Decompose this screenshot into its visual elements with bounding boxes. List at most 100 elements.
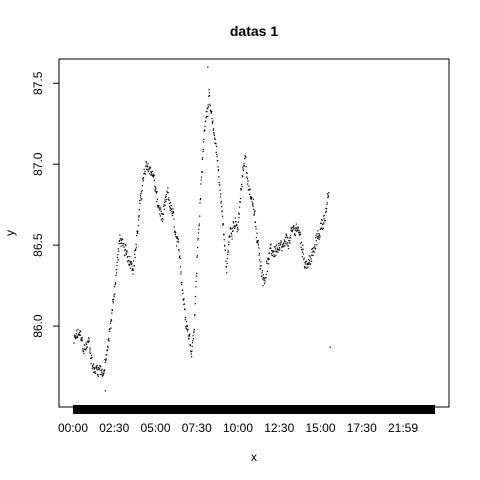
- data-point: [107, 339, 110, 341]
- data-point: [203, 129, 206, 131]
- data-point: [255, 228, 257, 230]
- data-point: [157, 204, 159, 207]
- data-point: [88, 338, 90, 340]
- data-point: [179, 256, 181, 258]
- data-point: [92, 366, 94, 369]
- data-point: [253, 213, 255, 215]
- data-point: [89, 352, 92, 354]
- data-point: [326, 202, 328, 204]
- data-point: [154, 185, 156, 187]
- data-point: [163, 204, 165, 206]
- data-point: [152, 176, 155, 178]
- data-point: [200, 179, 202, 181]
- data-point: [314, 247, 316, 249]
- data-point: [215, 142, 217, 144]
- data-point: [328, 192, 330, 194]
- data-point: [122, 245, 124, 247]
- data-point: [237, 229, 239, 231]
- data-point: [269, 247, 271, 250]
- data-point: [307, 263, 309, 265]
- data-point: [126, 250, 128, 252]
- data-point: [317, 230, 319, 232]
- data-point: [85, 348, 87, 350]
- data-point: [106, 354, 108, 356]
- data-point: [197, 237, 199, 239]
- data-point: [227, 253, 229, 256]
- data-point: [96, 366, 98, 369]
- data-point: [195, 275, 197, 277]
- data-point: [193, 332, 195, 334]
- data-point: [165, 193, 167, 196]
- data-point: [74, 335, 76, 337]
- data-point: [283, 239, 285, 241]
- data-point: [236, 227, 239, 229]
- data-point: [153, 179, 155, 181]
- data-point: [299, 234, 301, 236]
- data-point: [137, 225, 139, 227]
- data-point: [98, 369, 100, 371]
- data-point: [246, 172, 248, 174]
- data-point: [165, 195, 167, 198]
- data-point: [223, 239, 225, 241]
- data-point: [102, 372, 104, 375]
- data-point: [143, 168, 145, 170]
- data-point: [262, 278, 264, 280]
- data-point: [199, 202, 201, 204]
- data-point: [224, 249, 227, 252]
- data-point: [279, 242, 281, 244]
- data-point: [177, 241, 179, 243]
- data-point: [164, 199, 166, 201]
- data-point: [75, 333, 77, 335]
- data-point: [325, 210, 327, 212]
- data-point: [220, 200, 222, 203]
- data-point: [98, 368, 100, 370]
- data-point: [102, 374, 104, 376]
- data-point: [261, 275, 263, 277]
- data-point: [92, 366, 94, 368]
- data-point: [103, 370, 105, 372]
- data-point: [323, 222, 325, 224]
- data-point: [212, 128, 215, 130]
- data-point: [255, 236, 257, 239]
- data-point: [258, 254, 260, 256]
- data-point: [319, 235, 321, 237]
- data-point: [190, 351, 192, 353]
- data-point: [160, 219, 162, 221]
- data-point: [91, 368, 93, 370]
- data-point: [175, 236, 177, 238]
- data-point: [246, 176, 248, 178]
- x-axis-rug: [73, 405, 435, 414]
- data-point: [166, 190, 168, 192]
- data-point: [189, 344, 191, 347]
- data-point: [200, 176, 203, 178]
- data-point: [323, 218, 325, 220]
- y-tick-label: 87.0: [31, 152, 45, 176]
- data-point: [214, 138, 216, 141]
- data-point: [245, 171, 248, 174]
- data-point: [81, 340, 83, 342]
- data-point: [278, 249, 280, 251]
- data-point: [235, 224, 237, 227]
- data-point: [261, 272, 263, 274]
- data-point: [199, 215, 201, 217]
- data-point: [149, 173, 151, 175]
- data-point: [116, 264, 118, 267]
- data-point: [295, 227, 297, 229]
- data-point: [261, 270, 263, 272]
- data-point: [141, 190, 143, 192]
- data-point: [251, 197, 253, 199]
- data-point: [225, 260, 227, 262]
- data-point: [125, 252, 127, 254]
- data-point: [190, 350, 192, 352]
- data-point: [151, 170, 153, 172]
- data-point: [139, 202, 141, 205]
- data-point: [310, 254, 312, 256]
- data-point: [179, 257, 181, 260]
- data-point: [146, 169, 149, 171]
- data-point: [130, 267, 132, 269]
- data-point: [206, 111, 208, 113]
- data-point: [203, 141, 205, 143]
- data-point: [123, 243, 125, 245]
- data-point: [80, 331, 82, 333]
- data-point: [245, 155, 247, 157]
